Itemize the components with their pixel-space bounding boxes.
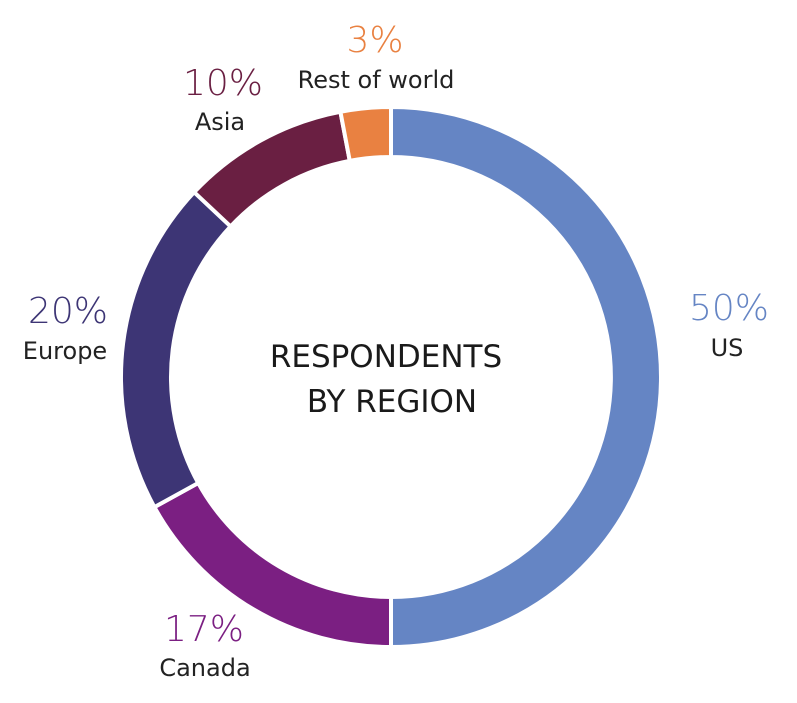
category-label-rest-of-world: Rest of world xyxy=(298,66,455,94)
chart-title-line-2: BY REGION xyxy=(307,384,477,420)
value-label-canada: 17% xyxy=(164,609,244,650)
chart-title-line-1: RESPONDENTS xyxy=(270,339,502,375)
category-label-asia: Asia xyxy=(195,108,245,136)
slice-europe xyxy=(119,190,233,510)
value-label-us: 50% xyxy=(689,288,769,329)
category-label-canada: Canada xyxy=(159,654,250,682)
value-label-rest-of-world: 3% xyxy=(346,20,403,61)
chart-slices xyxy=(119,105,663,649)
category-label-us: US xyxy=(711,334,744,362)
value-label-asia: 10% xyxy=(183,63,263,104)
value-label-europe: 20% xyxy=(28,291,108,332)
slice-rest-of-world xyxy=(338,105,393,163)
slice-us xyxy=(389,105,663,649)
category-label-europe: Europe xyxy=(23,337,107,365)
